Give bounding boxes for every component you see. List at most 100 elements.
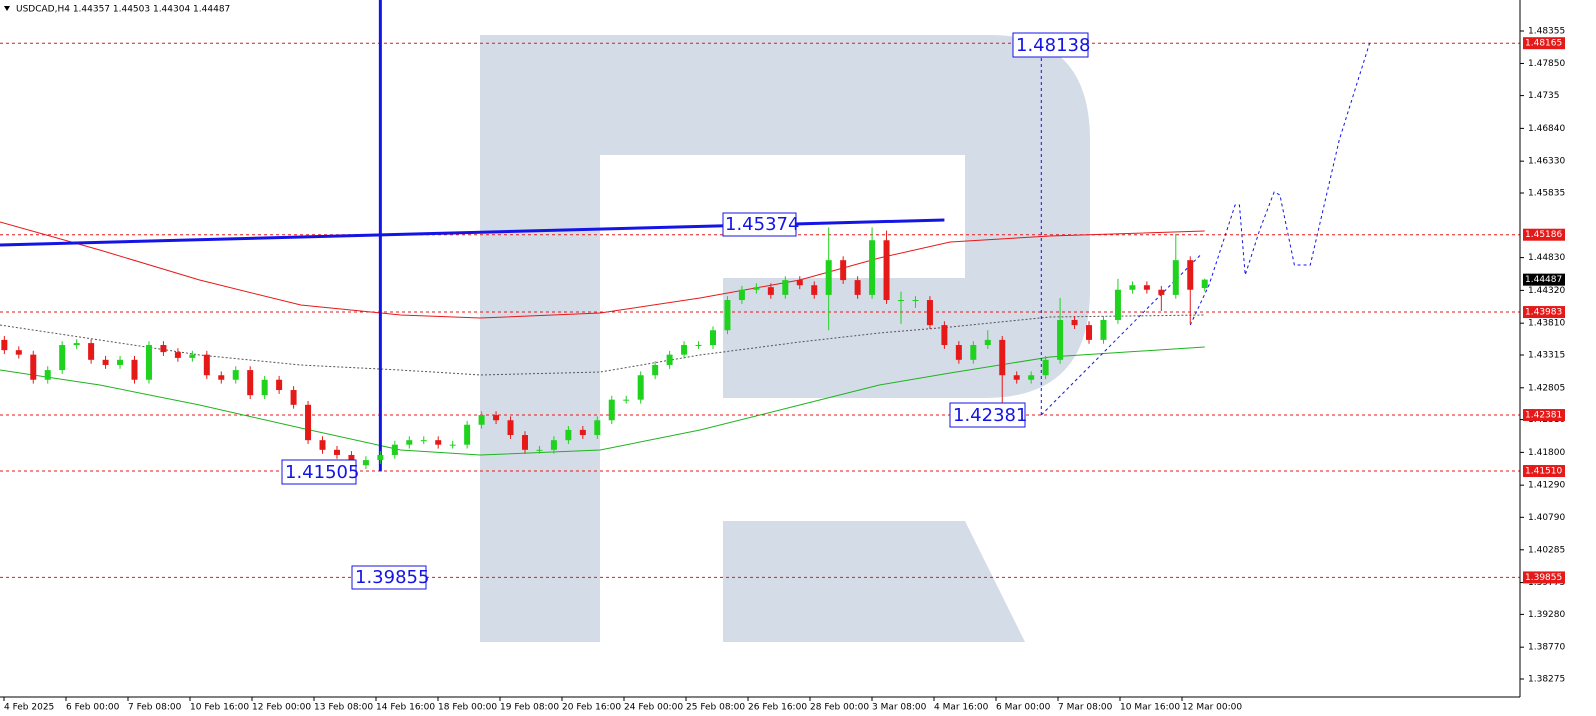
annotation-box (949, 402, 1026, 428)
y-tick-label: 1.46840 (1528, 124, 1565, 134)
x-tick-label: 13 Feb 08:00 (314, 703, 373, 713)
candle-body (999, 339, 1006, 376)
candle-body (521, 435, 528, 450)
candle-body (88, 343, 95, 360)
level-label: 1.45186 (1525, 230, 1562, 240)
candle-body (290, 390, 297, 405)
candle-body (724, 300, 731, 331)
candle-body (869, 240, 876, 295)
x-tick-label: 7 Feb 08:00 (128, 703, 182, 713)
y-tick-label: 1.38275 (1528, 674, 1565, 684)
annotation: 1.39855 (355, 567, 429, 588)
candle-body (102, 359, 109, 365)
last-price-bg (1523, 273, 1565, 286)
level-label-bg (1523, 306, 1565, 319)
y-tick-label: 1.38770 (1528, 643, 1565, 653)
annotation-box (351, 565, 427, 590)
candle-body (1100, 319, 1107, 340)
candle-body (44, 370, 51, 380)
y-tick-label: 1.45835 (1528, 188, 1565, 198)
candle-body (666, 354, 673, 365)
last-price-label: 1.44487 (1525, 275, 1562, 285)
candle-body (449, 444, 456, 446)
candle-body (1042, 359, 1049, 376)
candle-body (203, 354, 210, 376)
candle-body (189, 354, 196, 358)
annotation: 1.41505 (285, 462, 359, 483)
y-tick-label: 1.4735 (1528, 91, 1560, 101)
candle-body (970, 345, 977, 360)
y-tick-label: 1.42805 (1528, 383, 1565, 393)
x-tick-label: 20 Feb 16:00 (562, 703, 621, 713)
y-tick-label: 1.41800 (1528, 448, 1565, 458)
candle-body (391, 444, 398, 455)
candle-body (59, 345, 66, 371)
candle-body (825, 260, 832, 295)
y-tick-label: 1.44830 (1528, 253, 1565, 263)
candle-body (174, 352, 181, 358)
watermark (480, 35, 1090, 642)
candle-body (594, 420, 601, 436)
candle-body (30, 354, 37, 380)
candle-body (1187, 260, 1194, 290)
candle-body (782, 280, 789, 295)
candle-body (550, 440, 557, 450)
annotations: 1.48138 1.45374 1.42381 1.41505 1.39855 (281, 32, 1090, 590)
candle-body (464, 424, 471, 445)
candle-body (536, 449, 543, 451)
line-series (0, 314, 1205, 376)
candle-body (1143, 285, 1150, 290)
annotation-box (722, 212, 797, 237)
level-label-bg (1523, 37, 1565, 50)
annotation: 1.42381 (953, 405, 1027, 426)
candle-body (898, 300, 905, 302)
candle-body (406, 440, 413, 445)
candle-body (840, 260, 847, 281)
y-tick-label: 1.40790 (1528, 513, 1565, 523)
level-label-bg (1523, 465, 1565, 478)
x-tick-label: 3 Mar 08:00 (872, 703, 927, 713)
candle-body (1057, 319, 1064, 360)
annotation-box (1012, 32, 1089, 58)
x-tick-label: 7 Mar 08:00 (1058, 703, 1113, 713)
candle-body (1158, 289, 1165, 295)
candle-body (652, 364, 659, 376)
annotation: 1.48138 (1016, 35, 1090, 56)
annotation: 1.45374 (725, 214, 799, 235)
candle-body (883, 240, 890, 301)
candle-body (941, 325, 948, 346)
candle-body (811, 285, 818, 295)
candle-body (955, 345, 962, 360)
candle-body (695, 345, 702, 347)
candle-body (1129, 285, 1136, 290)
candle-body (247, 370, 254, 396)
candle-body (926, 300, 933, 326)
x-tick-label: 4 Feb 2025 (4, 703, 54, 713)
candle-body (608, 399, 615, 421)
x-tick-label: 26 Feb 16:00 (748, 703, 807, 713)
y-tick-label: 1.39280 (1528, 610, 1565, 620)
candle-body (420, 440, 427, 442)
level-label-bg (1523, 228, 1565, 241)
candle-body (709, 330, 716, 346)
level-label: 1.48165 (1525, 39, 1562, 49)
candle-body (305, 404, 312, 441)
candle-body (276, 379, 283, 391)
x-tick-label: 19 Feb 08:00 (500, 703, 559, 713)
y-tick-label: 1.43315 (1528, 350, 1565, 360)
y-tick-label: 1.41290 (1528, 481, 1565, 491)
x-tick-label: 28 Feb 00:00 (810, 703, 869, 713)
candle-body (362, 460, 369, 466)
y-tick-label: 1.48355 (1528, 26, 1565, 36)
line-series (0, 221, 1205, 319)
candle-body (579, 429, 586, 436)
candle-body (333, 449, 340, 455)
x-tick-label: 6 Mar 00:00 (996, 703, 1051, 713)
candle-body (637, 375, 644, 400)
candle-body (507, 420, 514, 436)
y-tick-label: 1.47850 (1528, 59, 1565, 69)
level-label: 1.39855 (1525, 573, 1562, 583)
x-tick-label: 12 Mar 00:00 (1182, 703, 1242, 713)
level-label-bg (1523, 571, 1565, 584)
